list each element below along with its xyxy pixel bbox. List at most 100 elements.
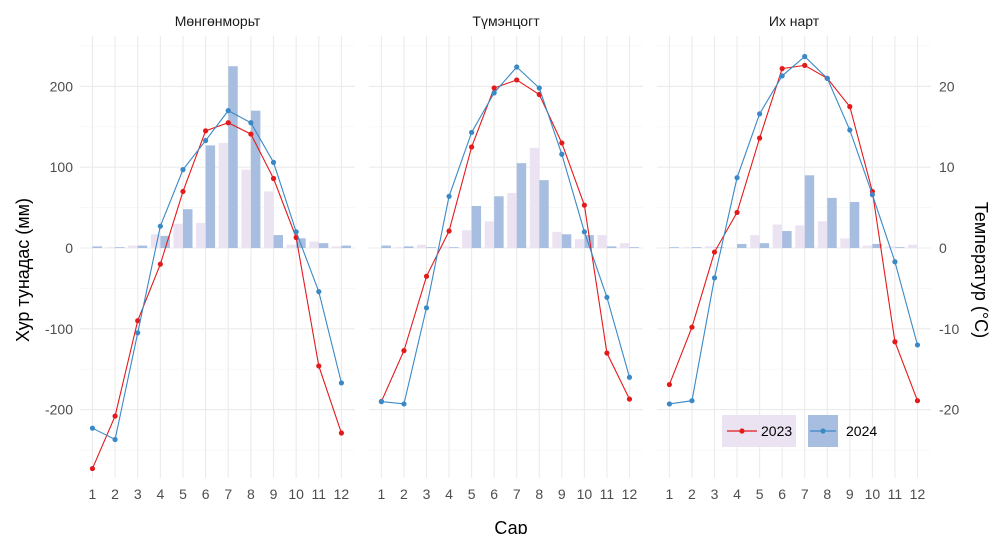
legend-key-2023-point bbox=[739, 428, 745, 434]
bar-2024 bbox=[160, 235, 170, 248]
bar-2024 bbox=[137, 245, 148, 248]
bar-2024 bbox=[228, 66, 238, 248]
temp-line-2024 bbox=[669, 55, 918, 405]
temp-point-2023 bbox=[225, 120, 231, 126]
bar-2024 bbox=[273, 235, 284, 248]
x-tick-label: 8 bbox=[535, 486, 543, 502]
x-tick-label: 10 bbox=[865, 486, 881, 502]
bar-2024 bbox=[782, 231, 792, 248]
temp-point-2024 bbox=[180, 167, 186, 173]
temp-point-2023 bbox=[689, 324, 695, 330]
bar-2024 bbox=[403, 246, 414, 248]
bar-2024 bbox=[92, 246, 102, 248]
bar-2023 bbox=[817, 221, 828, 248]
x-tick-label: 5 bbox=[179, 486, 187, 502]
temp-point-2024 bbox=[491, 90, 497, 96]
temp-point-2023 bbox=[892, 339, 898, 345]
temp-point-2024 bbox=[604, 294, 610, 300]
temp-line-2023 bbox=[380, 79, 630, 402]
temp-point-2023 bbox=[338, 430, 345, 436]
temp-point-2024 bbox=[316, 289, 322, 295]
temp-point-2024 bbox=[914, 342, 921, 348]
temp-point-2023 bbox=[491, 85, 497, 91]
x-tick-label: 12 bbox=[334, 486, 350, 502]
x-tick-label: 4 bbox=[445, 486, 453, 502]
x-tick-label: 3 bbox=[711, 486, 719, 502]
facet-title: Түмэнцогт bbox=[472, 13, 540, 29]
temp-point-2024 bbox=[401, 401, 407, 407]
temp-point-2024 bbox=[135, 330, 141, 336]
bar-2023 bbox=[597, 235, 607, 248]
bar-2024 bbox=[872, 243, 882, 248]
x-tick-label: 7 bbox=[801, 486, 809, 502]
temp-point-2024 bbox=[802, 53, 808, 60]
legend-label-2024: 2024 bbox=[846, 423, 877, 439]
bar-2024 bbox=[827, 197, 837, 248]
bar-2023 bbox=[417, 244, 427, 248]
x-tick-label: 5 bbox=[468, 486, 476, 502]
bar-2024 bbox=[606, 246, 617, 248]
bar-2024 bbox=[714, 247, 724, 248]
bar-2023 bbox=[196, 222, 206, 248]
x-tick-label: 5 bbox=[756, 486, 764, 502]
temp-line-2023 bbox=[91, 122, 342, 469]
bar-2023 bbox=[264, 191, 274, 248]
y-right-tick-label: -20 bbox=[939, 402, 959, 418]
temp-point-2023 bbox=[89, 465, 96, 472]
temp-point-2024 bbox=[293, 229, 299, 235]
bar-2023 bbox=[173, 223, 183, 248]
temp-point-2024 bbox=[89, 425, 96, 431]
temp-point-2023 bbox=[847, 104, 853, 110]
temp-point-2023 bbox=[581, 202, 587, 208]
bar-2023 bbox=[907, 244, 918, 248]
temp-point-2023 bbox=[248, 131, 254, 137]
temp-point-2024 bbox=[514, 64, 520, 70]
x-tick-label: 11 bbox=[312, 486, 327, 502]
x-tick-label: 3 bbox=[423, 486, 431, 502]
temp-point-2023 bbox=[559, 140, 565, 146]
temp-point-2024 bbox=[157, 223, 163, 229]
bar-2023 bbox=[862, 245, 873, 248]
temp-point-2024 bbox=[559, 151, 565, 157]
x-tick-label: 9 bbox=[558, 486, 566, 502]
bar-2024 bbox=[849, 201, 860, 248]
bar-2023 bbox=[705, 246, 715, 248]
bar-2023 bbox=[439, 246, 450, 248]
x-tick-label: 7 bbox=[224, 486, 232, 502]
temp-point-2023 bbox=[135, 318, 141, 324]
temp-point-2024 bbox=[892, 259, 898, 265]
temp-line-2024 bbox=[92, 109, 342, 441]
temp-point-2023 bbox=[401, 348, 407, 354]
temp-point-2023 bbox=[604, 350, 610, 356]
temp-point-2024 bbox=[779, 73, 785, 79]
x-tick-label: 4 bbox=[733, 486, 741, 502]
bar-layer bbox=[92, 66, 918, 248]
bar-2023 bbox=[795, 225, 805, 248]
temp-point-2023 bbox=[469, 144, 475, 150]
legend-label-2023: 2023 bbox=[761, 423, 792, 439]
bar-2024 bbox=[115, 247, 125, 248]
y-right-tick-label: 0 bbox=[939, 240, 947, 256]
temp-point-2024 bbox=[869, 192, 875, 198]
bar-2024 bbox=[629, 247, 639, 248]
bar-2024 bbox=[471, 205, 482, 248]
bar-2023 bbox=[507, 193, 517, 248]
y-left-tick-label: -100 bbox=[45, 321, 73, 337]
y-right-tick-label: 20 bbox=[939, 78, 955, 94]
y-left-tick-label: 200 bbox=[50, 78, 74, 94]
bar-2024 bbox=[182, 209, 193, 248]
bar-2024 bbox=[894, 247, 905, 248]
temp-point-2023 bbox=[112, 413, 118, 419]
temp-point-2023 bbox=[203, 128, 209, 134]
temp-line-2024 bbox=[381, 66, 630, 405]
x-tick-label: 10 bbox=[288, 486, 304, 502]
bar-2023 bbox=[218, 142, 229, 248]
x-tick-label: 8 bbox=[823, 486, 831, 502]
bar-2024 bbox=[737, 243, 747, 248]
temp-point-2024 bbox=[203, 137, 209, 144]
temp-point-2024 bbox=[536, 85, 542, 91]
temp-point-2023 bbox=[757, 135, 763, 141]
temp-point-2024 bbox=[689, 398, 695, 404]
y-left-tick-label: -200 bbox=[45, 402, 73, 418]
